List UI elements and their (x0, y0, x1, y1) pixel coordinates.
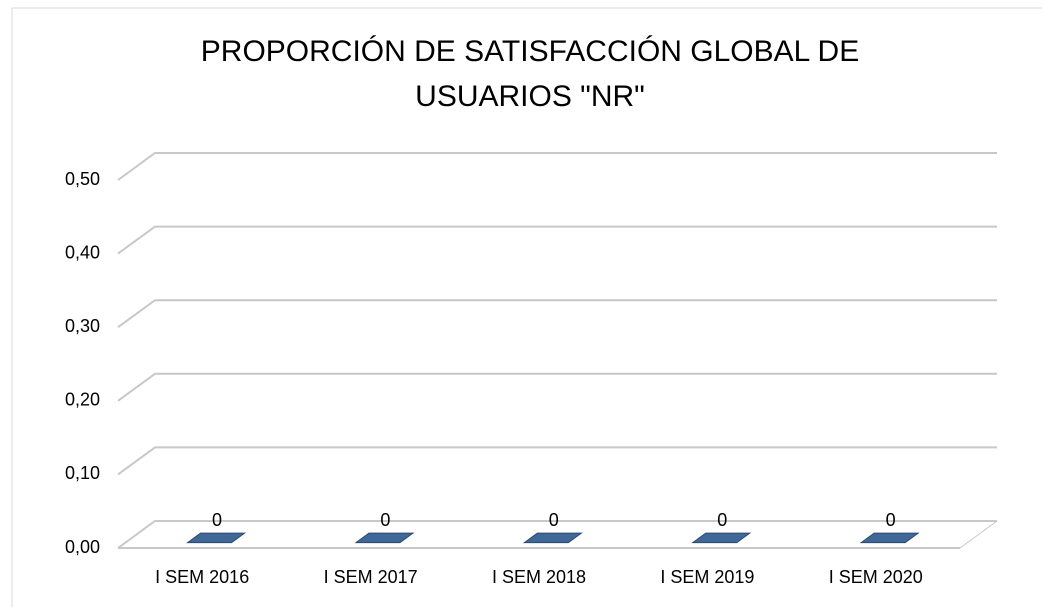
bar (859, 532, 920, 544)
data-label: 0 (380, 510, 390, 530)
grid-line (117, 225, 997, 255)
grid-line (117, 299, 997, 329)
data-label: 0 (549, 510, 559, 530)
y-tick-label: 0,00 (65, 537, 100, 557)
grid-line (117, 152, 997, 181)
bar (354, 532, 415, 544)
y-tick-label: 0,30 (65, 316, 100, 336)
x-tick-label: I SEM 2017 (324, 567, 418, 587)
data-label: 0 (212, 510, 222, 530)
bar (186, 532, 247, 544)
chart-title: PROPORCIÓN DE SATISFACCIÓN GLOBAL DE (201, 35, 859, 68)
y-tick-label: 0,40 (65, 242, 100, 262)
x-tick-label: I SEM 2018 (492, 567, 586, 587)
data-label: 0 (886, 510, 896, 530)
bar (691, 532, 752, 544)
y-tick-label: 0,50 (65, 169, 100, 189)
grid-line (117, 446, 997, 476)
floor-right (959, 520, 998, 549)
x-tick-label: I SEM 2020 (829, 567, 923, 587)
grid-line (117, 372, 997, 402)
y-tick-label: 0,10 (65, 463, 100, 483)
data-label: 0 (717, 510, 727, 530)
chart-border (11, 7, 1042, 607)
y-tick-label: 0,20 (65, 390, 100, 410)
bar (522, 532, 583, 544)
x-tick-label: I SEM 2019 (660, 567, 754, 587)
x-tick-label: I SEM 2016 (155, 567, 249, 587)
chart-title: USUARIOS "NR" (415, 80, 645, 113)
grid-line (117, 520, 997, 549)
